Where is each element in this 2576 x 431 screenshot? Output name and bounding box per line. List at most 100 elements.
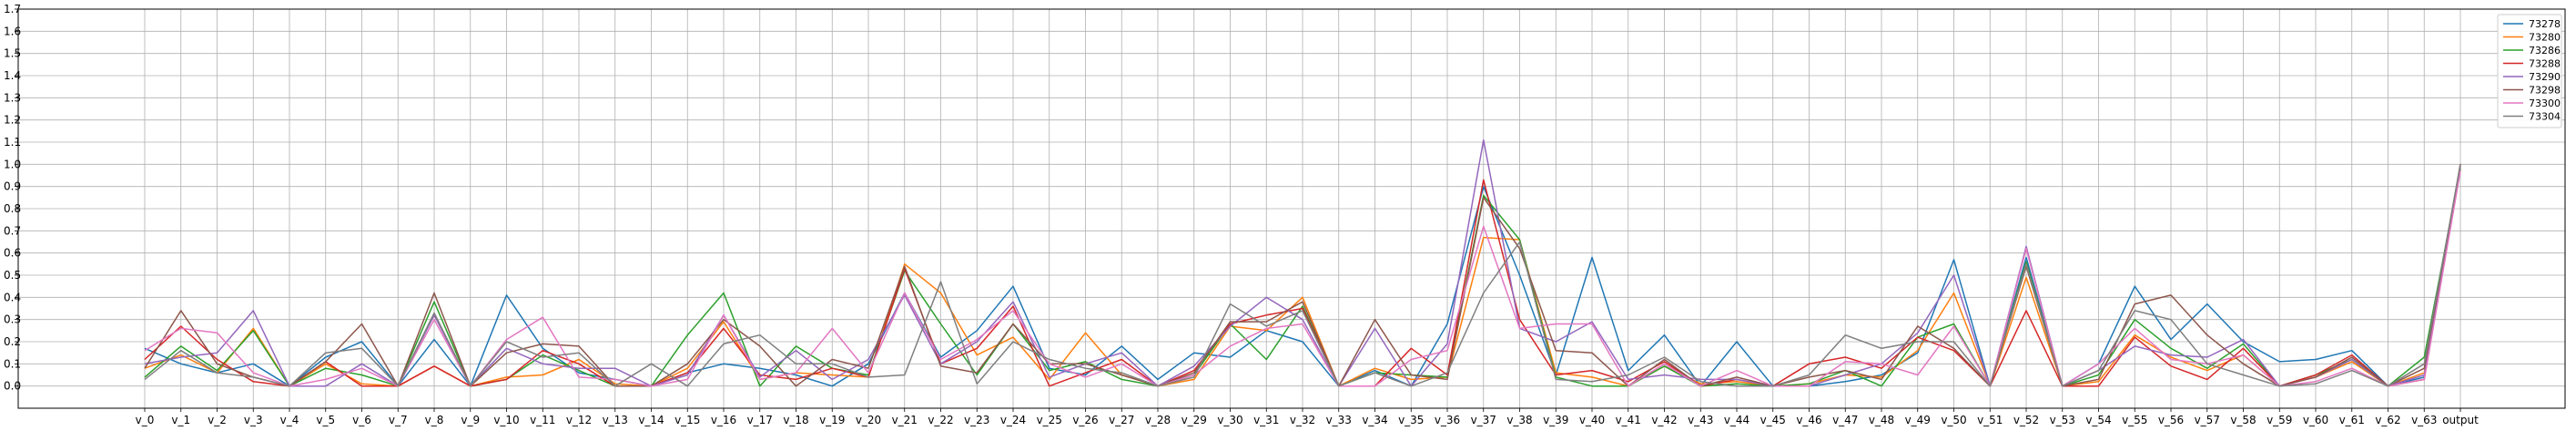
y-tick-label: 0.4 xyxy=(4,291,21,303)
x-tick-label: v_16 xyxy=(711,414,736,426)
x-tick-label: v_54 xyxy=(2085,414,2111,426)
series-line-73300 xyxy=(144,170,2461,387)
x-tick-label: v_30 xyxy=(1217,414,1242,426)
x-tick-label: v_33 xyxy=(1326,414,1352,426)
y-tick-label: 1.5 xyxy=(4,47,21,60)
x-tick-label: v_38 xyxy=(1506,414,1532,426)
y-tick-label: 0.1 xyxy=(4,357,21,370)
x-tick-label: v_10 xyxy=(493,414,519,426)
x-tick-label: v_5 xyxy=(316,414,335,426)
legend-label: 73278 xyxy=(2529,18,2561,30)
series-line-73286 xyxy=(144,169,2461,387)
series-line-73280 xyxy=(144,164,2461,387)
y-tick-label: 1.0 xyxy=(4,158,21,170)
x-tick-label: v_41 xyxy=(1616,414,1641,426)
x-tick-label: v_39 xyxy=(1543,414,1568,426)
x-tick-label: v_62 xyxy=(2375,414,2400,426)
x-tick-label: v_46 xyxy=(1796,414,1821,426)
legend-label: 73290 xyxy=(2529,71,2561,83)
y-tick-label: 0.5 xyxy=(4,269,21,282)
x-tick-label: v_12 xyxy=(566,414,592,426)
x-tick-label: v_7 xyxy=(389,414,408,426)
legend-label: 73286 xyxy=(2529,45,2561,56)
x-tick-label: v_25 xyxy=(1037,414,1062,426)
x-tick-label: v_34 xyxy=(1362,414,1387,426)
x-tick-label: v_49 xyxy=(1905,414,1931,426)
x-tick-label: v_52 xyxy=(2013,414,2039,426)
x-tick-label: v_28 xyxy=(1145,414,1171,426)
x-tick-label: v_3 xyxy=(244,414,263,426)
x-tick-label: v_18 xyxy=(783,414,808,426)
legend-label: 73288 xyxy=(2529,58,2561,70)
x-tick-label: v_55 xyxy=(2122,414,2147,426)
x-tick-label: v_43 xyxy=(1688,414,1713,426)
x-tick-label: v_36 xyxy=(1435,414,1460,426)
x-tick-label: v_44 xyxy=(1724,414,1749,426)
x-tick-label: v_57 xyxy=(2195,414,2220,426)
legend-box xyxy=(2497,14,2562,128)
x-tick-label: v_29 xyxy=(1182,414,1207,426)
y-tick-label: 1.6 xyxy=(4,25,21,37)
y-tick-label: 0.2 xyxy=(4,335,21,348)
plot-frame xyxy=(17,8,2566,409)
x-tick-label: v_11 xyxy=(530,414,555,426)
y-tick-label: 0.0 xyxy=(4,380,21,393)
x-tick-label: v_4 xyxy=(280,414,299,426)
grid-lines xyxy=(18,8,2565,408)
x-tick-label: v_40 xyxy=(1579,414,1605,426)
y-tick-label: 1.7 xyxy=(4,3,21,15)
x-tick-label: v_23 xyxy=(964,414,989,426)
x-tick-label: v_50 xyxy=(1941,414,1966,426)
x-tick-label: v_0 xyxy=(136,414,155,426)
y-tick-label: 0.6 xyxy=(4,247,21,260)
x-tick-label: v_24 xyxy=(1000,414,1026,426)
series-line-73304 xyxy=(144,164,2461,387)
series-line-73298 xyxy=(144,164,2461,387)
x-tick-label: v_56 xyxy=(2158,414,2184,426)
x-tick-label: v_19 xyxy=(819,414,845,426)
series-lines xyxy=(144,139,2461,387)
x-tick-label: v_17 xyxy=(747,414,773,426)
x-tick-label: v_14 xyxy=(638,414,664,426)
x-tick-label: v_63 xyxy=(2411,414,2437,426)
x-tick-label: v_60 xyxy=(2303,414,2328,426)
x-tick-label: v_35 xyxy=(1398,414,1424,426)
y-tick-label: 1.2 xyxy=(4,114,21,127)
x-tick-label: v_61 xyxy=(2339,414,2365,426)
y-axis-ticks: 0.0 0.1 0.2 0.3 0.4 0.5 0.6 0.7 0.8 0.9 1.0 1.1 1.2 1… xyxy=(4,3,21,393)
x-tick-label: v_51 xyxy=(1977,414,2003,426)
y-tick-label: 0.3 xyxy=(4,313,21,326)
y-tick-label: 1.3 xyxy=(4,91,21,104)
x-tick-label: v_20 xyxy=(856,414,881,426)
x-tick-label: v_37 xyxy=(1471,414,1496,426)
y-tick-label: 1.4 xyxy=(4,69,21,82)
x-tick-label: v_45 xyxy=(1760,414,1786,426)
x-axis-ticks: v_0 v_1 v_2 v_3 v_4 v_5 v_6 v_7 v_8 v_9 v_10 v_11 v_… xyxy=(136,408,2479,426)
y-tick-label: 0.8 xyxy=(4,202,21,215)
x-tick-label: v_8 xyxy=(425,414,444,426)
legend-label: 73298 xyxy=(2529,85,2561,97)
legend-label: 73304 xyxy=(2529,111,2561,123)
x-tick-label: v_48 xyxy=(1869,414,1894,426)
x-tick-label: v_27 xyxy=(1109,414,1134,426)
x-tick-label: v_53 xyxy=(2050,414,2075,426)
x-tick-label: output xyxy=(2442,414,2479,426)
x-tick-label: v_31 xyxy=(1253,414,1279,426)
x-tick-label: v_58 xyxy=(2230,414,2256,426)
x-tick-label: v_59 xyxy=(2267,414,2292,426)
x-tick-label: v_6 xyxy=(352,414,371,426)
x-tick-label: v_32 xyxy=(1290,414,1315,426)
x-tick-label: v_22 xyxy=(928,414,953,426)
y-tick-label: 0.7 xyxy=(4,224,21,237)
x-tick-label: v_9 xyxy=(461,414,480,426)
x-tick-label: v_47 xyxy=(1832,414,1858,426)
x-tick-label: v_1 xyxy=(171,414,190,426)
legend-label: 73280 xyxy=(2529,32,2561,44)
series-line-73288 xyxy=(144,164,2461,387)
x-tick-label: v_21 xyxy=(892,414,918,426)
x-tick-label: v_26 xyxy=(1072,414,1098,426)
x-tick-label: v_13 xyxy=(603,414,628,426)
